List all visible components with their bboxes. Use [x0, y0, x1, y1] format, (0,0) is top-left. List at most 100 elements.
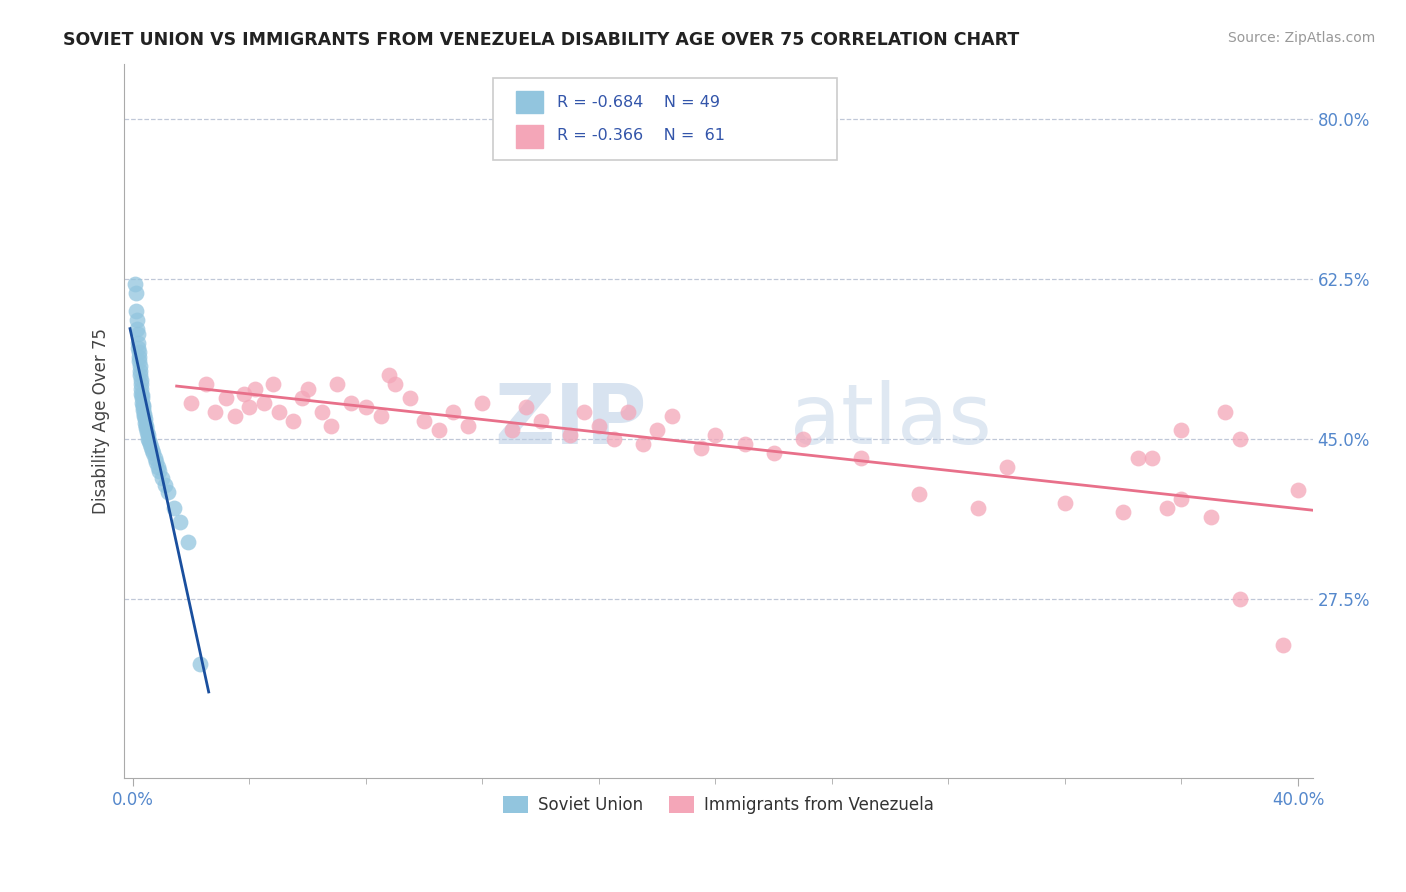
Point — [132, 403, 155, 417]
Point — [1156, 500, 1178, 515]
Point — [398, 391, 420, 405]
Point — [131, 395, 153, 409]
Point — [441, 405, 464, 419]
Point — [124, 277, 146, 291]
Point — [849, 450, 872, 465]
Point — [297, 382, 319, 396]
Point — [132, 409, 155, 424]
Point — [966, 500, 988, 515]
Point — [127, 326, 149, 341]
Point — [128, 350, 150, 364]
Point — [153, 478, 176, 492]
Y-axis label: Disability Age Over 75: Disability Age Over 75 — [93, 328, 110, 514]
Bar — [516, 125, 543, 148]
Point — [253, 395, 276, 409]
Point — [1229, 592, 1251, 607]
Point — [690, 442, 713, 456]
Point — [267, 405, 290, 419]
Text: ZIP: ZIP — [495, 381, 647, 461]
Legend: Soviet Union, Immigrants from Venezuela: Soviet Union, Immigrants from Venezuela — [496, 789, 941, 821]
Text: Source: ZipAtlas.com: Source: ZipAtlas.com — [1227, 31, 1375, 45]
Point — [281, 414, 304, 428]
Point — [471, 395, 494, 409]
Point — [1229, 432, 1251, 446]
Point — [413, 414, 436, 428]
Point — [354, 401, 377, 415]
Point — [245, 382, 267, 396]
Point — [188, 657, 211, 671]
Point — [762, 446, 785, 460]
Point — [132, 401, 155, 415]
Point — [215, 391, 238, 405]
Point — [125, 304, 148, 318]
Point — [378, 368, 401, 383]
Point — [177, 534, 200, 549]
Bar — [516, 91, 543, 113]
Point — [340, 395, 363, 409]
Point — [224, 409, 246, 424]
Point — [163, 500, 186, 515]
Point — [232, 386, 254, 401]
Point — [384, 377, 406, 392]
Point — [138, 432, 160, 446]
Point — [319, 418, 342, 433]
Point — [129, 368, 152, 383]
Point — [128, 354, 150, 368]
Point — [129, 364, 152, 378]
FancyBboxPatch shape — [492, 78, 837, 161]
Point — [370, 409, 392, 424]
Point — [148, 464, 170, 478]
Point — [995, 459, 1018, 474]
Point — [139, 437, 162, 451]
Point — [574, 405, 596, 419]
Point — [150, 471, 173, 485]
Text: SOVIET UNION VS IMMIGRANTS FROM VENEZUELA DISABILITY AGE OVER 75 CORRELATION CHA: SOVIET UNION VS IMMIGRANTS FROM VENEZUEL… — [63, 31, 1019, 49]
Point — [291, 391, 314, 405]
Point — [908, 487, 931, 501]
Point — [457, 418, 479, 433]
Point — [132, 407, 155, 421]
Text: R = -0.684    N = 49: R = -0.684 N = 49 — [557, 95, 720, 111]
Point — [311, 405, 333, 419]
Point — [602, 432, 624, 446]
Point — [128, 345, 150, 359]
Point — [427, 423, 450, 437]
Point — [1170, 491, 1192, 506]
Point — [135, 421, 157, 435]
Point — [1112, 506, 1135, 520]
Point — [558, 427, 581, 442]
Point — [1199, 510, 1222, 524]
Point — [1053, 496, 1076, 510]
Point — [156, 485, 179, 500]
Point — [125, 285, 148, 300]
Point — [142, 446, 165, 460]
Point — [326, 377, 349, 392]
Point — [1126, 450, 1149, 465]
Point — [262, 377, 284, 392]
Point — [238, 401, 260, 415]
Point — [134, 416, 156, 430]
Point — [135, 418, 157, 433]
Point — [588, 418, 610, 433]
Point — [1170, 423, 1192, 437]
Point — [138, 434, 160, 449]
Point — [792, 432, 814, 446]
Point — [136, 425, 159, 439]
Point — [515, 401, 537, 415]
Point — [141, 443, 163, 458]
Point — [145, 455, 167, 469]
Text: R = -0.366    N =  61: R = -0.366 N = 61 — [557, 128, 724, 144]
Point — [129, 373, 152, 387]
Point — [734, 437, 756, 451]
Point — [131, 386, 153, 401]
Point — [134, 412, 156, 426]
Point — [204, 405, 226, 419]
Point — [530, 414, 553, 428]
Point — [127, 336, 149, 351]
Point — [129, 377, 152, 392]
Point — [136, 427, 159, 442]
Point — [125, 313, 148, 327]
Point — [127, 322, 149, 336]
Point — [146, 459, 169, 474]
Point — [704, 427, 727, 442]
